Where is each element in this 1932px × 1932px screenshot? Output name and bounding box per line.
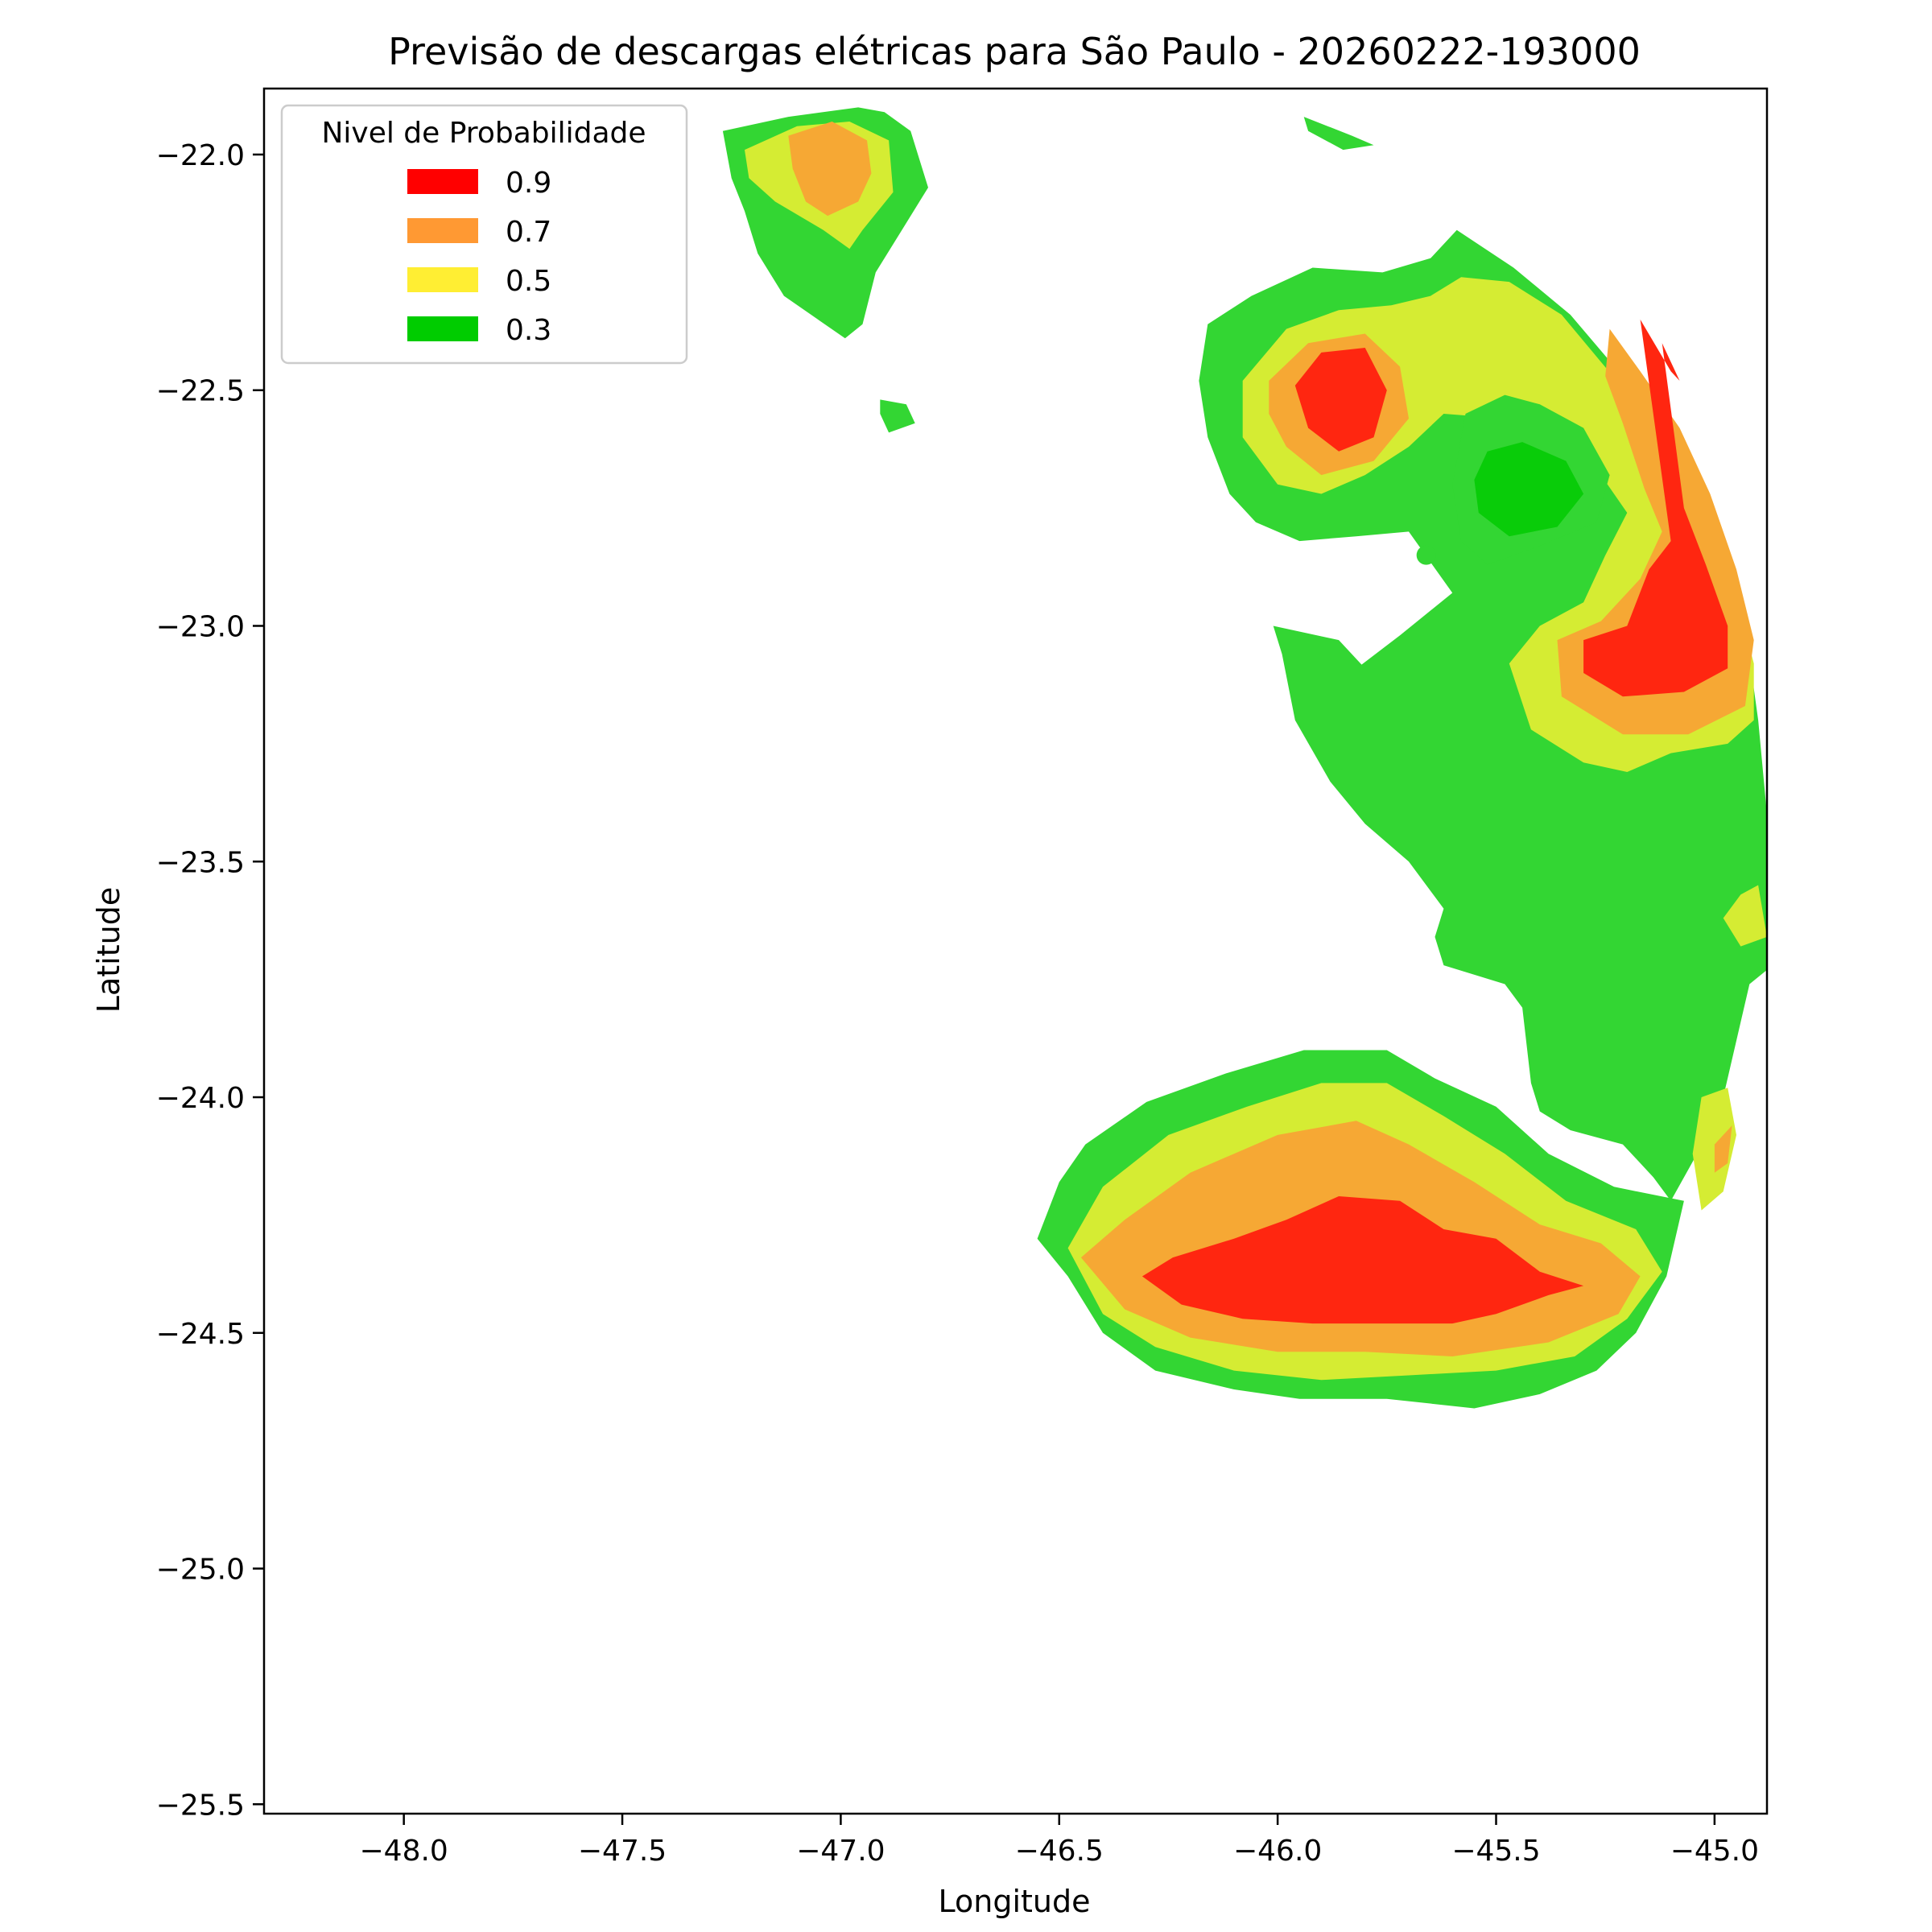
contour-region-0-3-3 [1303,117,1374,151]
legend-label: 0.9 [506,167,551,200]
contour-region-0-5-13 [1723,885,1767,947]
y-tick-label: −25.0 [156,1554,245,1587]
x-tick-label: −48.0 [360,1835,448,1868]
contour-region-0-5-14 [1692,1088,1736,1211]
contour-region-0-9-10 [1294,348,1387,452]
contour-region-0-9-19 [1141,1196,1584,1324]
y-tick-label: −24.0 [156,1082,245,1115]
x-tick-label: −46.0 [1233,1835,1322,1868]
legend-label: 0.5 [506,265,551,298]
legend-label: 0.7 [506,216,551,249]
x-tick-label: −47.0 [796,1835,885,1868]
legend-swatch [407,169,478,194]
y-tick-label: −22.5 [156,375,245,408]
y-tick-label: −23.5 [156,846,245,879]
contour-region-0-7-2 [788,122,872,217]
legend-title: Nivel de Probabilidade [321,117,646,150]
legend-label: 0.3 [506,314,551,347]
contour-fill-layer [722,107,1767,1409]
legend-swatch [407,218,478,243]
y-axis: −22.0 −22.5 −23.0 −23.5 −24.0 −24.5 −25.0 −25.5 [156,139,264,1822]
contour-region-0-7-15 [1714,1125,1732,1173]
x-tick-label: −46.5 [1015,1835,1104,1868]
x-axis-label: Longitude [939,1884,1091,1919]
plot-frame [262,87,1769,1815]
y-tick-label: −23.0 [156,610,245,643]
contour-region-core-8 [1474,442,1584,537]
legend-swatch [407,316,478,341]
y-tick-label: −22.0 [156,139,245,172]
x-tick-label: −47.5 [578,1835,667,1868]
x-tick-label: −45.5 [1451,1835,1540,1868]
legend-swatch [407,267,478,292]
legend: Nivel de Probabilidade 0.9 0.7 0.5 0.3 [280,104,688,365]
y-tick-label: −25.5 [156,1789,245,1822]
legend-frame [280,104,688,365]
y-tick-label: −24.5 [156,1318,245,1351]
contour-region-0-9-12 [1583,319,1728,697]
y-axis-label: Latitude [91,887,126,1013]
x-axis: −48.0 −47.5 −47.0 −46.5 −46.0 −45.5 −45.0 [360,1814,1759,1868]
contour-region-0-3-4 [880,399,915,433]
contour-spot-0 [1416,545,1436,565]
chart-title: Previsão de descargas elétricas para São… [388,30,1641,73]
x-tick-label: −45.0 [1670,1835,1759,1868]
